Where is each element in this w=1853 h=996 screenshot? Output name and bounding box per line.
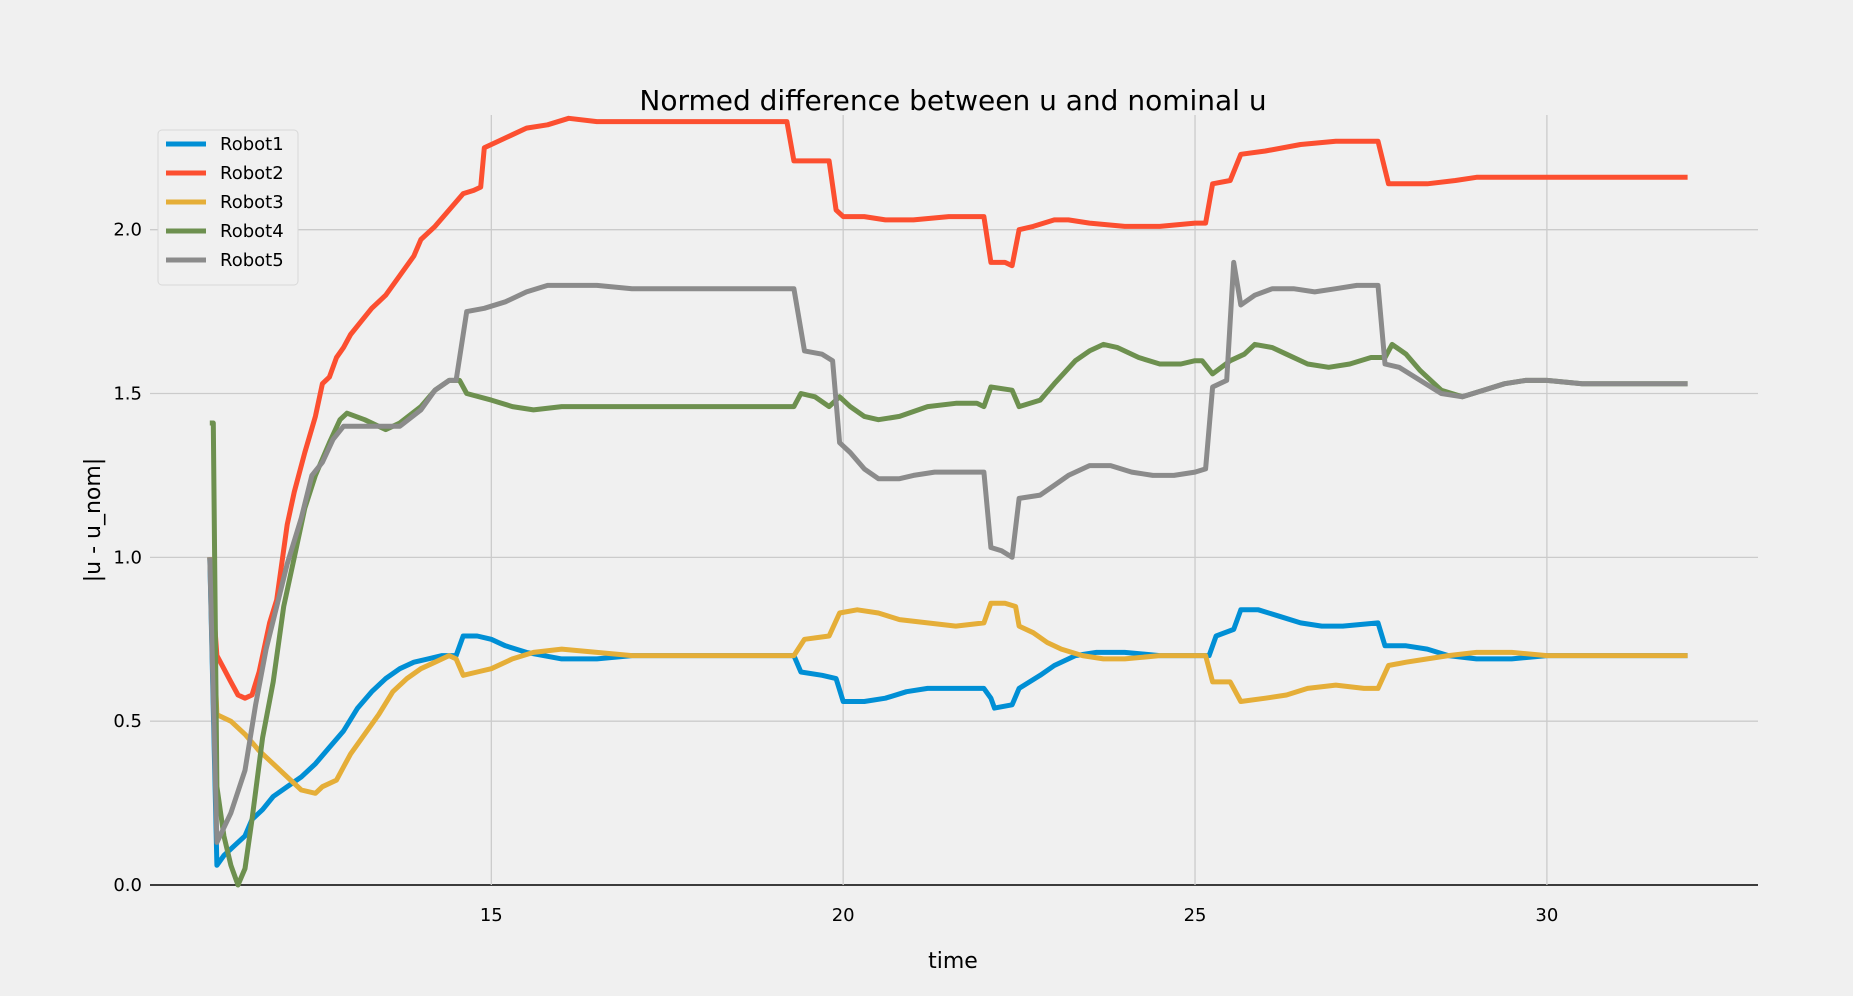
legend-label: Robot5 <box>220 250 284 271</box>
x-axis-label: time <box>928 949 978 974</box>
grid <box>150 115 1758 886</box>
x-tick-label: 25 <box>1184 905 1207 926</box>
legend-label: Robot3 <box>220 192 284 213</box>
legend-label: Robot2 <box>220 163 284 184</box>
series-line-robot3 <box>207 557 1688 796</box>
x-tick-label: 15 <box>480 905 503 926</box>
chart-title: Normed difference between u and nominal … <box>639 84 1266 117</box>
legend-box <box>157 129 299 286</box>
series-line-robot1 <box>207 557 1688 868</box>
y-tick-label: 0.0 <box>113 875 142 896</box>
series-line-robot5 <box>207 259 1688 845</box>
x-tick-label: 30 <box>1535 905 1558 926</box>
axes: 0.0 0.5 1.0 1.5 2.0 15 20 25 30 <box>113 220 1558 926</box>
y-tick-label: 0.5 <box>113 711 142 732</box>
legend-label: Robot1 <box>220 134 284 155</box>
legend: Robot1 Robot2 Robot3 Robot4 Robot5 <box>157 129 299 286</box>
series-group <box>207 115 1688 888</box>
x-tick-label: 20 <box>832 905 855 926</box>
series-line-robot4 <box>209 341 1688 888</box>
legend-label: Robot4 <box>220 221 284 242</box>
y-axis-label: |u - u_nom| <box>81 458 106 582</box>
y-tick-label: 2.0 <box>113 220 142 241</box>
y-tick-label: 1.0 <box>113 547 142 568</box>
series-line-robot2 <box>207 115 1688 701</box>
y-tick-label: 1.5 <box>113 384 142 405</box>
